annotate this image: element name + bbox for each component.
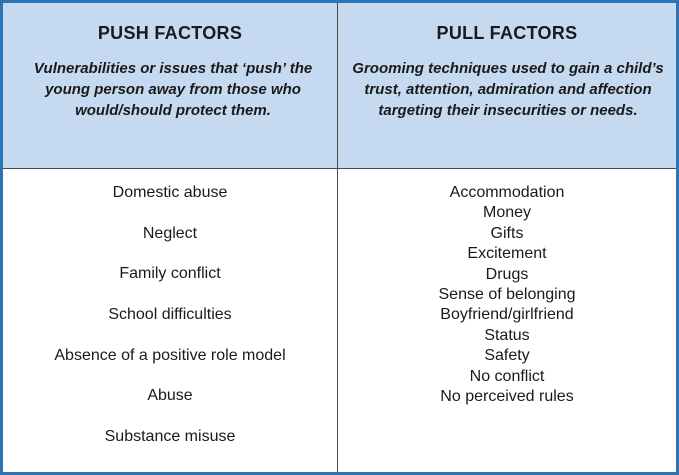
factors-table: PUSH FACTORS Vulnerabilities or issues t… — [3, 3, 676, 472]
push-item: Family conflict — [119, 265, 221, 283]
push-title: PUSH FACTORS — [97, 23, 243, 43]
pull-title: PULL FACTORS — [436, 23, 578, 43]
push-item: Domestic abuse — [112, 184, 228, 201]
pull-item: Boyfriend/girlfriend — [440, 306, 574, 324]
pull-item: Accommodation — [449, 184, 565, 201]
pull-item: Drugs — [485, 265, 529, 283]
pull-item: No perceived rules — [440, 387, 574, 405]
pull-item: Status — [484, 326, 530, 344]
pull-header-cell: PULL FACTORS Grooming techniques used to… — [338, 3, 676, 169]
push-item: Absence of a positive role model — [54, 346, 286, 364]
push-items-cell: Domestic abuse Neglect Family conflict S… — [3, 169, 338, 472]
push-header-cell: PUSH FACTORS Vulnerabilities or issues t… — [3, 3, 338, 169]
pull-item: Excitement — [467, 245, 547, 263]
pull-item: Safety — [484, 347, 530, 365]
pull-item: Money — [482, 204, 532, 222]
pull-item: No conflict — [469, 367, 545, 385]
push-description: Vulnerabilities or issues that ‘push’ th… — [33, 60, 313, 119]
pull-list: Accommodation Money Gifts Excitement Dru… — [338, 183, 676, 407]
push-item: School difficulties — [108, 306, 232, 324]
push-item: Neglect — [142, 224, 198, 242]
pull-items-cell: Accommodation Money Gifts Excitement Dru… — [338, 169, 676, 472]
pull-item: Gifts — [490, 224, 524, 242]
push-item: Abuse — [147, 387, 193, 405]
push-list: Domestic abuse Neglect Family conflict S… — [3, 183, 337, 468]
pull-description: Grooming techniques used to gain a child… — [352, 60, 664, 119]
push-item: Substance misuse — [104, 428, 236, 446]
pull-item: Sense of belonging — [438, 285, 576, 303]
